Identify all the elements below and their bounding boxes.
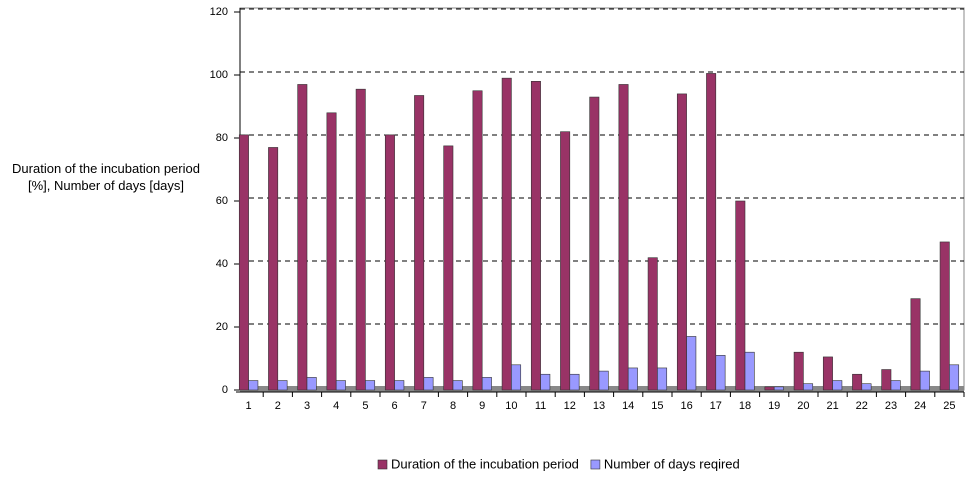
- y-tick-label: 20: [216, 321, 228, 333]
- x-tick-label: 23: [885, 400, 897, 412]
- bar: [793, 351, 804, 391]
- x-tick-label: 2: [275, 400, 281, 412]
- y-tick-label: 60: [216, 195, 228, 207]
- bar: [910, 298, 921, 391]
- x-tick-label: 25: [943, 400, 955, 412]
- y-axis-label: Duration of the incubation period [%], N…: [12, 161, 200, 193]
- bar: [297, 84, 308, 391]
- bar: [618, 84, 629, 391]
- bar: [501, 77, 512, 391]
- x-tick-label: 17: [710, 400, 722, 412]
- bar: [530, 81, 541, 391]
- x-tick-label: 10: [505, 400, 517, 412]
- x-tick-label: 7: [421, 400, 427, 412]
- y-tick-label: 100: [210, 69, 228, 81]
- x-tick-label: 12: [564, 400, 576, 412]
- bar: [335, 380, 346, 391]
- bar: [414, 95, 425, 391]
- x-tick-label: 15: [651, 400, 663, 412]
- x-tick-label: 13: [593, 400, 605, 412]
- bar: [569, 373, 580, 391]
- bar: [277, 380, 288, 391]
- bar: [657, 367, 668, 391]
- bar: [939, 241, 950, 391]
- y-tick-label: 80: [216, 132, 228, 144]
- bar: [822, 356, 833, 391]
- bar: [803, 383, 814, 391]
- x-tick-label: 4: [333, 400, 339, 412]
- bar: [706, 73, 717, 391]
- x-tick-label: 19: [768, 400, 780, 412]
- x-tick-label: 14: [622, 400, 634, 412]
- bar: [861, 383, 872, 391]
- bar: [268, 147, 279, 391]
- bar: [326, 112, 337, 391]
- x-tick-label: 5: [362, 400, 368, 412]
- bar: [676, 93, 687, 391]
- bar: [715, 355, 726, 391]
- x-tick-label: 24: [914, 400, 926, 412]
- bar: [949, 364, 960, 391]
- bar: [472, 90, 483, 391]
- y-tick-label: 120: [210, 6, 228, 18]
- x-tick-label: 6: [392, 400, 398, 412]
- bar: [355, 88, 366, 391]
- x-tick-label: 20: [797, 400, 809, 412]
- x-tick-label: 3: [304, 400, 310, 412]
- bar: [647, 257, 658, 391]
- bar: [481, 377, 492, 391]
- bar: [248, 380, 259, 391]
- bar: [365, 380, 376, 391]
- bar: [384, 134, 395, 391]
- y-tick-label: 0: [222, 384, 228, 396]
- bar: [540, 373, 551, 391]
- x-tick-label: 8: [450, 400, 456, 412]
- bar: [881, 369, 892, 391]
- bar: [852, 373, 863, 391]
- bar: [452, 380, 463, 391]
- bar: [773, 386, 784, 391]
- legend-swatch: [590, 459, 601, 470]
- bar: [306, 377, 317, 391]
- plot-wall: [239, 7, 965, 391]
- x-tick-label: 16: [680, 400, 692, 412]
- bar: [423, 377, 434, 391]
- y-tick-label: 40: [216, 258, 228, 270]
- bar: [394, 380, 405, 391]
- bar: [238, 134, 249, 391]
- legend-label: Duration of the incubation period: [391, 456, 579, 471]
- bar: [832, 380, 843, 391]
- bar: [627, 367, 638, 391]
- bar: [598, 370, 609, 391]
- legend-swatch: [377, 459, 388, 470]
- bar: [890, 380, 901, 391]
- x-tick-label: 9: [479, 400, 485, 412]
- bar: [560, 131, 571, 391]
- x-tick-label: 11: [535, 400, 546, 412]
- bar: [686, 336, 697, 391]
- bar: [919, 370, 930, 391]
- bar: [735, 200, 746, 391]
- bar: [744, 351, 755, 391]
- x-tick-label: 22: [856, 400, 868, 412]
- bar: [443, 145, 454, 391]
- bar: [589, 96, 600, 391]
- x-tick-label: 1: [246, 400, 252, 412]
- bar: [764, 386, 775, 391]
- x-tick-label: 18: [739, 400, 751, 412]
- legend-label: Number of days reqired: [604, 456, 740, 471]
- bar: [511, 364, 522, 391]
- x-tick-label: 21: [826, 400, 838, 412]
